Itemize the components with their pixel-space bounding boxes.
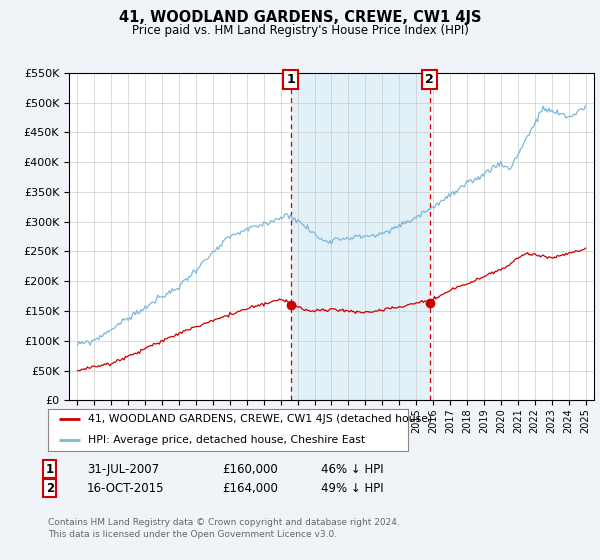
- Text: 41, WOODLAND GARDENS, CREWE, CW1 4JS: 41, WOODLAND GARDENS, CREWE, CW1 4JS: [119, 10, 481, 25]
- Text: Contains HM Land Registry data © Crown copyright and database right 2024.
This d: Contains HM Land Registry data © Crown c…: [48, 518, 400, 539]
- Text: 1: 1: [46, 463, 54, 476]
- Text: HPI: Average price, detached house, Cheshire East: HPI: Average price, detached house, Ches…: [88, 435, 365, 445]
- Text: 2: 2: [46, 482, 54, 495]
- Text: 46% ↓ HPI: 46% ↓ HPI: [321, 463, 383, 476]
- Text: 1: 1: [286, 73, 295, 86]
- Bar: [290, 73, 430, 400]
- Text: 31-JUL-2007: 31-JUL-2007: [87, 463, 159, 476]
- Text: 2: 2: [425, 73, 434, 86]
- Text: Price paid vs. HM Land Registry's House Price Index (HPI): Price paid vs. HM Land Registry's House …: [131, 24, 469, 36]
- Text: £160,000: £160,000: [222, 463, 278, 476]
- Text: 41, WOODLAND GARDENS, CREWE, CW1 4JS (detached house): 41, WOODLAND GARDENS, CREWE, CW1 4JS (de…: [88, 414, 432, 424]
- Text: 16-OCT-2015: 16-OCT-2015: [87, 482, 164, 495]
- Text: £164,000: £164,000: [222, 482, 278, 495]
- Text: 49% ↓ HPI: 49% ↓ HPI: [321, 482, 383, 495]
